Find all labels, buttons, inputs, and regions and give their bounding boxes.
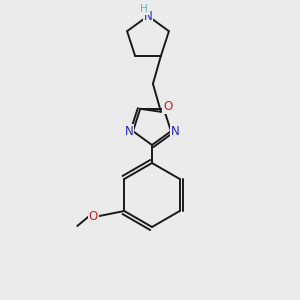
Text: N: N: [144, 10, 152, 22]
Text: N: N: [171, 125, 179, 138]
Text: N: N: [124, 125, 134, 138]
Text: O: O: [89, 209, 98, 223]
Text: O: O: [163, 100, 172, 113]
Text: H: H: [140, 4, 148, 14]
